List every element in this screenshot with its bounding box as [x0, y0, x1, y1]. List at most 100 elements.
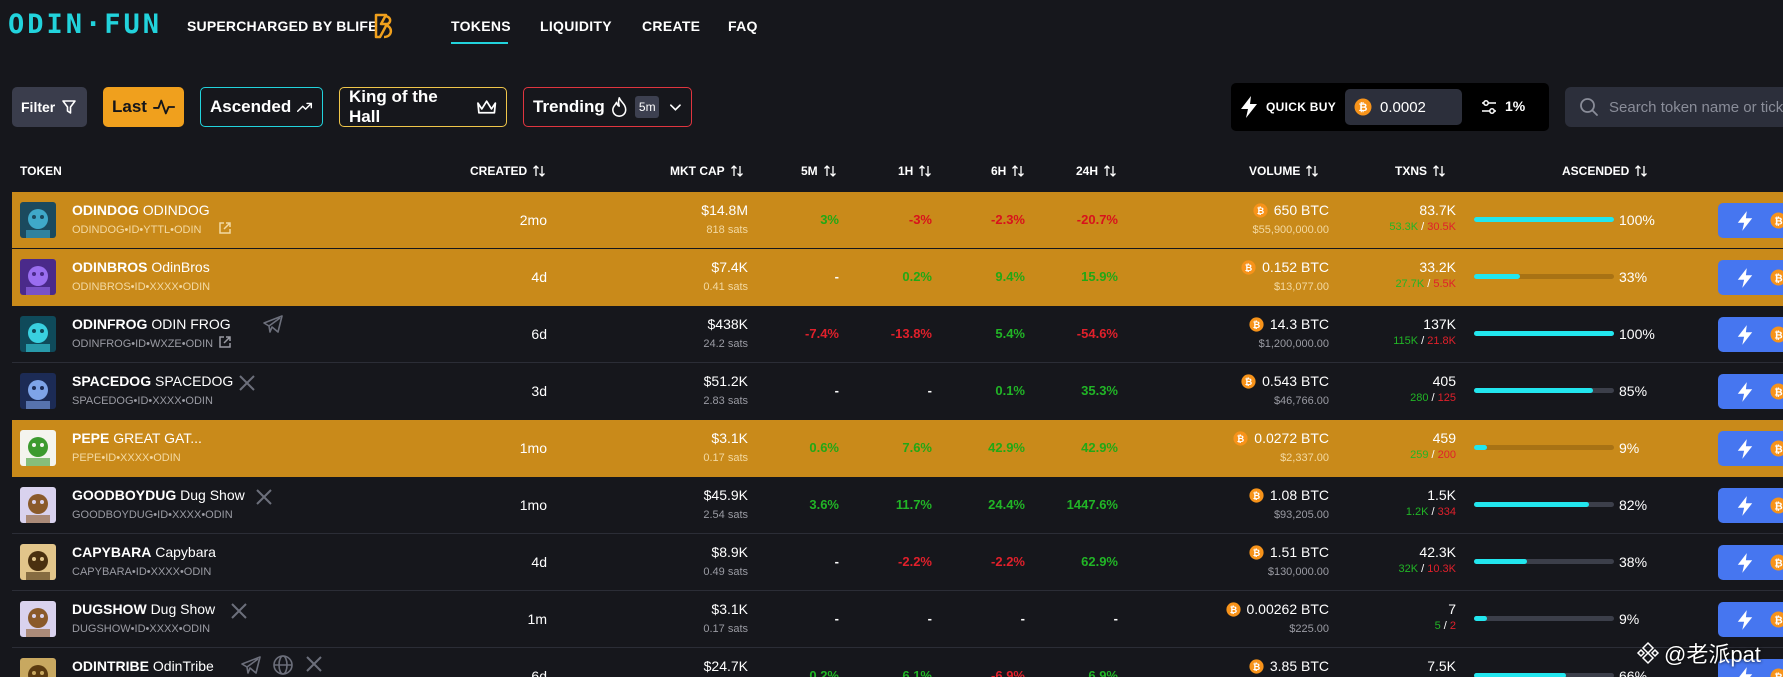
- header-1h[interactable]: 1H: [898, 164, 932, 178]
- token-name[interactable]: ODINBROS OdinBros: [72, 259, 210, 275]
- header-5m[interactable]: 5M: [801, 164, 837, 178]
- header-mkt-cap[interactable]: MKT CAP: [670, 164, 744, 178]
- volume-btc: ₿ 14.3 BTC: [1249, 316, 1329, 332]
- slippage-settings-icon[interactable]: [1481, 99, 1497, 115]
- quick-buy-button[interactable]: ₿: [1718, 488, 1783, 523]
- token-ticker: ODINBROS: [72, 259, 148, 275]
- token-avatar[interactable]: [20, 316, 56, 352]
- trending-filter-button[interactable]: Trending 5m: [523, 87, 692, 127]
- token-avatar[interactable]: [20, 487, 56, 523]
- token-name[interactable]: DUGSHOW Dug Show: [72, 601, 215, 617]
- table-row[interactable]: GOODBOYDUG Dug Show GOODBOYDUG•ID•XXXX•OD…: [12, 477, 1783, 534]
- nav-create[interactable]: CREATE: [642, 18, 701, 34]
- header-6h[interactable]: 6H: [991, 164, 1025, 178]
- king-of-the-hall-button[interactable]: King of the Hall: [339, 87, 507, 127]
- quick-buy-button[interactable]: ₿: [1718, 602, 1783, 637]
- token-avatar[interactable]: [20, 544, 56, 580]
- volume-usd: $225.00: [1289, 623, 1329, 635]
- token-avatar[interactable]: [20, 658, 56, 677]
- x-twitter-icon[interactable]: [254, 487, 274, 507]
- quick-buy-button[interactable]: ₿: [1718, 545, 1783, 580]
- token-name[interactable]: CAPYBARA Capybara: [72, 544, 216, 560]
- x-twitter-icon[interactable]: [229, 601, 249, 621]
- quick-buy-button[interactable]: ₿: [1718, 431, 1783, 466]
- bitcoin-icon: ₿: [1770, 668, 1783, 677]
- nav-tokens[interactable]: TOKENS: [451, 18, 511, 34]
- quick-buy-button[interactable]: ₿: [1718, 260, 1783, 295]
- svg-text:₿: ₿: [1774, 215, 1782, 227]
- site-logo[interactable]: ODIN·FUN: [8, 9, 163, 40]
- bitcoin-icon: ₿: [1770, 269, 1783, 286]
- header-ascended[interactable]: ASCENDED: [1562, 164, 1648, 178]
- market-cap: $438K: [707, 316, 748, 332]
- txn-count: 137K: [1423, 316, 1456, 332]
- trending-interval-badge[interactable]: 5m: [635, 96, 660, 118]
- txn-split: 259 / 200: [1410, 449, 1456, 461]
- quick-buy-button[interactable]: ₿: [1718, 659, 1783, 677]
- table-row[interactable]: ODINTRIBE OdinTribeODINTRIBE•ID•XXXX•ODI…: [12, 648, 1783, 677]
- ascended-filter-button[interactable]: Ascended: [200, 87, 323, 127]
- header-created[interactable]: CREATED: [470, 164, 546, 178]
- txn-count: 42.3K: [1419, 544, 1456, 560]
- external-link-icon[interactable]: [218, 335, 232, 349]
- row-divider: [12, 362, 1783, 363]
- token-name[interactable]: PEPE GREAT GAT...: [72, 430, 202, 446]
- header-created-label: CREATED: [470, 164, 528, 178]
- quick-buy-amount-input[interactable]: ₿ 0.0002: [1345, 89, 1462, 125]
- token-name[interactable]: ODINTRIBE OdinTribe: [72, 658, 214, 674]
- quick-buy-button[interactable]: ₿: [1718, 203, 1783, 238]
- telegram-icon[interactable]: [262, 313, 284, 335]
- change-6h: 9.4%: [995, 269, 1025, 284]
- search-icon: [1580, 98, 1598, 116]
- token-avatar[interactable]: [20, 430, 56, 466]
- token-avatar[interactable]: [20, 373, 56, 409]
- globe-icon[interactable]: [272, 654, 294, 676]
- chevron-down-icon[interactable]: [669, 102, 682, 112]
- table-row[interactable]: DUGSHOW Dug Show DUGSHOW•ID•XXXX•ODIN 1m $3…: [12, 591, 1783, 648]
- quick-buy-slippage[interactable]: 1%: [1505, 98, 1526, 114]
- token-name[interactable]: GOODBOYDUG Dug Show: [72, 487, 245, 503]
- token-fullname: OdinBros: [151, 259, 210, 275]
- header-24h[interactable]: 24H: [1076, 164, 1117, 178]
- txn-sells: 30.5K: [1427, 221, 1456, 233]
- search-placeholder: Search token name or ticker: [1609, 99, 1783, 116]
- nav-liquidity[interactable]: LIQUIDITY: [540, 18, 612, 34]
- nav-faq[interactable]: FAQ: [728, 18, 758, 34]
- filter-button[interactable]: Filter: [12, 87, 87, 127]
- external-link-icon[interactable]: [218, 221, 232, 235]
- flame-icon: [611, 97, 627, 117]
- row-divider: [12, 248, 1783, 249]
- token-avatar[interactable]: [20, 259, 56, 295]
- last-filter-button[interactable]: Last: [103, 87, 184, 127]
- table-row[interactable]: CAPYBARA Capybara CAPYBARA•ID•XXXX•ODIN 4d…: [12, 534, 1783, 591]
- change-5m: -: [834, 611, 839, 626]
- token-name[interactable]: SPACEDOG SPACEDOG: [72, 373, 233, 389]
- header-txns[interactable]: TXNS: [1395, 164, 1446, 178]
- table-row[interactable]: PEPE GREAT GAT... PEPE•ID•XXXX•ODIN 1mo $3.…: [12, 420, 1783, 477]
- created-age: 4d: [531, 269, 547, 285]
- token-name[interactable]: ODINDOG ODINDOG: [72, 202, 210, 218]
- header-5m-label: 5M: [801, 164, 818, 178]
- telegram-icon[interactable]: [240, 654, 262, 676]
- token-avatar[interactable]: [20, 202, 56, 238]
- token-avatar[interactable]: [20, 601, 56, 637]
- token-name[interactable]: ODINFROG ODIN FROG: [72, 316, 231, 332]
- quick-buy-button[interactable]: ₿: [1718, 317, 1783, 352]
- table-row[interactable]: ODINBROS OdinBros ODINBROS•ID•XXXX•ODIN 4d…: [12, 249, 1783, 306]
- volume-value: 650 BTC: [1273, 202, 1329, 218]
- search-input[interactable]: Search token name or ticker: [1565, 87, 1783, 127]
- token-fullname: GREAT GAT...: [113, 430, 202, 446]
- txn-split: 27.7K / 5.5K: [1395, 278, 1456, 290]
- change-6h: -6.9%: [991, 668, 1025, 677]
- table-row[interactable]: ODINDOG ODINDOG ODINDOG•ID•YTTL•ODIN 2mo $1…: [12, 192, 1783, 249]
- x-twitter-icon[interactable]: [304, 654, 324, 674]
- quick-buy-button[interactable]: ₿: [1718, 374, 1783, 409]
- change-1h: -13.8%: [890, 326, 932, 341]
- header-token[interactable]: TOKEN: [20, 164, 62, 178]
- token-id: DUGSHOW•ID•XXXX•ODIN: [72, 623, 211, 635]
- header-volume[interactable]: VOLUME: [1249, 164, 1319, 178]
- table-row[interactable]: SPACEDOG SPACEDOG SPACEDOG•ID•XXXX•ODIN 3d…: [12, 363, 1783, 420]
- x-twitter-icon[interactable]: [237, 373, 257, 393]
- table-row[interactable]: ODINFROG ODIN FROG ODINFROG•ID•WXZE•ODIN 6…: [12, 306, 1783, 363]
- social-links: [254, 487, 274, 512]
